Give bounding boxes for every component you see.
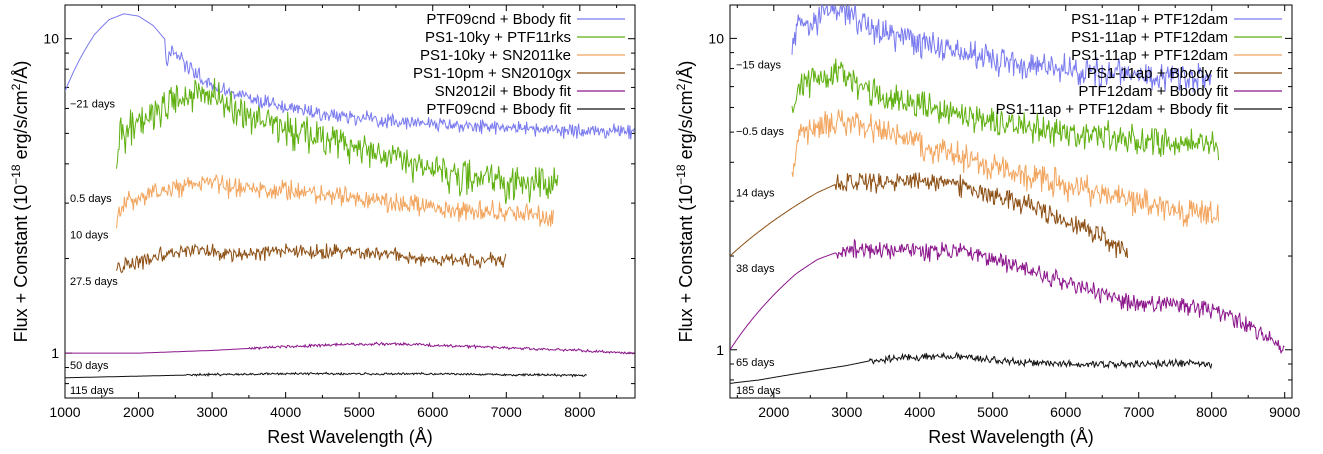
y-tick-label: 1 — [51, 345, 59, 361]
series-line — [116, 243, 507, 274]
x-tick-label: 6000 — [417, 404, 448, 420]
y-axis-title: Flux + Constant (10−18 erg/s/cm2/Å) — [674, 61, 696, 343]
epoch-label: 14 days — [736, 187, 775, 199]
legend-label: PTF12dam + Bbody fit — [1078, 83, 1228, 100]
y-tick-label: 10 — [43, 31, 59, 47]
x-tick-label: 1000 — [49, 404, 80, 420]
epoch-label: 0.5 days — [70, 193, 112, 205]
x-axis-title: Rest Wavelength (Å) — [928, 427, 1093, 447]
legend-label: PTF09cnd + Bbody fit — [426, 11, 571, 28]
epoch-label: 27.5 days — [70, 276, 118, 288]
x-tick-label: 9000 — [1269, 404, 1300, 420]
x-tick-label: 7000 — [1123, 404, 1154, 420]
chart-panel-1: 1000 2000 3000 4000 5000 6000 7000 8000 1 10 Rest … — [9, 4, 636, 447]
x-tick-label: 2000 — [758, 404, 789, 420]
series-line — [791, 58, 1220, 161]
epoch-label: −0.5 days — [736, 126, 785, 138]
y-tick-label: 10 — [708, 30, 724, 46]
series-line — [65, 13, 635, 140]
legend-label: PS1-10pm + SN2010gx — [413, 65, 572, 82]
x-tick-label: 6000 — [1050, 404, 1081, 420]
legend-label: PS1-10ky + PTF11rks — [425, 29, 571, 46]
epoch-label: −21 days — [70, 98, 115, 110]
epoch-label: −15 days — [736, 60, 781, 72]
legend-label: PS1-11ap + PTF12dam + Bbody fit — [996, 101, 1229, 118]
y-axis-title: Flux + Constant (10−18 erg/s/cm2/Å) — [9, 61, 31, 343]
series-line — [730, 351, 1213, 384]
epoch-label: 50 days — [70, 360, 109, 372]
chart-panel-2: 2000 3000 4000 5000 6000 7000 8000 9000 1 10 Rest … — [674, 4, 1300, 447]
epoch-label: 65 days — [736, 357, 775, 369]
x-tick-label: 4000 — [270, 404, 301, 420]
legend-label: PS1-11ap + Bbody fit — [1087, 65, 1229, 82]
series-line — [116, 78, 559, 205]
x-tick-label: 3000 — [831, 404, 862, 420]
series-line — [116, 174, 554, 229]
legend-label: PS1-10ky + SN2011ke — [420, 47, 571, 64]
x-tick-label: 8000 — [1196, 404, 1227, 420]
legend-label: PS1-11ap + PTF12dam — [1071, 11, 1228, 28]
x-tick-label: 4000 — [904, 404, 935, 420]
x-tick-label: 8000 — [564, 404, 595, 420]
epoch-label: 38 days — [736, 263, 775, 275]
legend-label: SN2012il + Bbody fit — [435, 83, 572, 100]
legend-label: PS1-11ap + PTF12dam — [1071, 29, 1228, 46]
x-tick-label: 7000 — [491, 404, 522, 420]
x-axis-title: Rest Wavelength (Å) — [267, 427, 432, 447]
plot-frame — [64, 4, 636, 399]
epoch-label: 10 days — [70, 230, 109, 242]
series-line — [791, 109, 1220, 227]
epoch-label: 185 days — [736, 385, 781, 397]
series-line — [791, 5, 1213, 93]
epoch-label: 115 days — [70, 385, 114, 397]
series-line — [730, 239, 1285, 354]
legend-label: PTF09cnd + Bbody fit — [426, 101, 571, 118]
x-tick-label: 3000 — [197, 404, 228, 420]
series-line — [65, 341, 635, 355]
x-tick-label: 5000 — [977, 404, 1008, 420]
series-line — [730, 172, 1129, 259]
x-tick-label: 2000 — [123, 404, 154, 420]
y-tick-label: 1 — [716, 342, 724, 358]
series-line — [65, 371, 587, 379]
legend-label: PS1-11ap + PTF12dam — [1071, 47, 1228, 64]
x-tick-label: 5000 — [344, 404, 375, 420]
